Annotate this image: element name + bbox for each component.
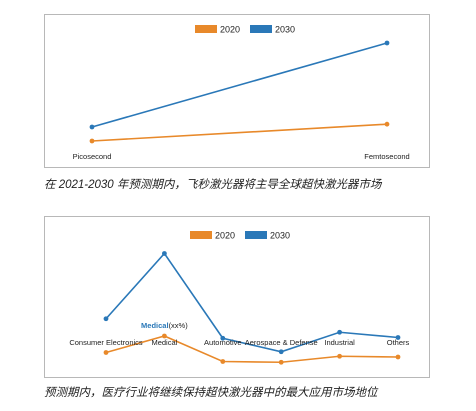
chart-panel-technology: 2020 2030 Picosecond Femtosecond [44, 14, 430, 168]
legend-label-2030: 2030 [270, 231, 290, 241]
data-point-2030-1 [162, 251, 167, 256]
annotation-suffix: (xx%) [169, 321, 189, 330]
data-point-2030-0 [103, 316, 109, 322]
series-line-2030 [91, 42, 388, 128]
chart-caption-application: 预测期内，医疗行业将继续保持超快激光器中的最大应用市场地位 [44, 387, 378, 399]
category-label: Automotive [204, 338, 242, 347]
data-point-2020-1 [384, 121, 390, 127]
series-line-2020 [105, 335, 399, 364]
legend-swatch-2020 [190, 231, 212, 239]
data-point-2030-0 [89, 124, 95, 130]
category-label: Picosecond [73, 152, 112, 161]
data-point-2020-3 [278, 359, 284, 365]
data-point-2030-3 [278, 349, 284, 355]
technology-line-chart: 2020 2030 Picosecond Femtosecond [73, 25, 410, 162]
data-point-2020-5 [395, 354, 401, 360]
annotation-category: Medical [141, 321, 169, 330]
legend-swatch-2020 [195, 25, 217, 33]
data-point-2020-4 [337, 353, 342, 359]
category-label: Femtosecond [364, 152, 409, 161]
category-label: Consumer Electronics [69, 338, 143, 347]
data-point-2030-5 [395, 335, 401, 340]
data-point-2030-2 [220, 335, 226, 341]
data-point-2030-1 [384, 40, 390, 46]
series-line-2020 [91, 123, 388, 142]
category-label: Industrial [324, 338, 355, 347]
legend-swatch-2030 [245, 231, 267, 239]
category-label: Aerospace & Defense [245, 338, 318, 347]
legend-label-2020: 2020 [215, 231, 235, 241]
data-point-2020-1 [162, 333, 167, 339]
annotation-label: Medical(xx%) [141, 321, 188, 330]
data-point-2020-0 [89, 138, 95, 144]
chart-panel-application: 2020 2030 Consumer Electronics Medical Autom… [44, 216, 430, 378]
data-point-2020-2 [220, 359, 226, 364]
category-label: Medical [151, 338, 177, 347]
chart-caption-technology: 在 2021-2030 年预测期内，飞秒激光器将主导全球超快激光器市场 [44, 179, 382, 191]
data-point-2030-4 [337, 329, 342, 335]
legend-label-2030: 2030 [275, 25, 295, 35]
legend-swatch-2030 [250, 25, 272, 33]
data-point-2020-0 [103, 350, 109, 355]
category-label: Others [387, 338, 410, 347]
application-line-chart: 2020 2030 Consumer Electronics Medical Autom… [69, 231, 410, 365]
legend-label-2020: 2020 [220, 25, 240, 35]
series-line-2030 [105, 252, 399, 353]
